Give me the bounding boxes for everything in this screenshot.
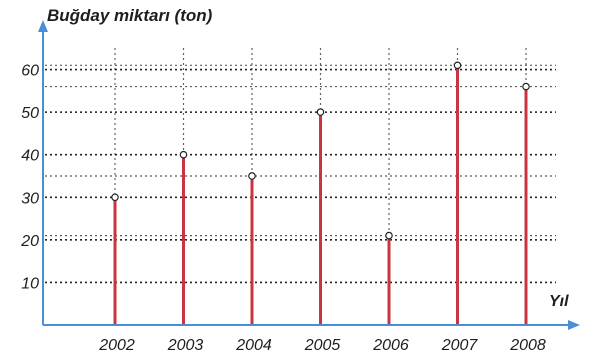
x-tick-label-2006: 2006 [372, 337, 409, 354]
marker-2005 [317, 109, 323, 115]
marker-2003 [180, 151, 186, 157]
y-tick-label-60: 60 [21, 63, 39, 80]
marker-2004 [249, 173, 255, 179]
x-tick-label-2008: 2008 [509, 337, 546, 354]
y-tick-label-30: 30 [21, 190, 39, 207]
x-tick-label-2003: 2003 [167, 337, 204, 354]
marker-2007 [454, 62, 460, 68]
x-axis-arrow [568, 320, 580, 330]
x-tick-label-2004: 2004 [235, 337, 272, 354]
marker-2008 [523, 83, 529, 89]
x-tick-label-2005: 2005 [304, 337, 341, 354]
y-axis-arrow [38, 20, 48, 32]
x-tick-label-2002: 2002 [98, 337, 135, 354]
y-tick-label-50: 50 [21, 105, 39, 122]
marker-2006 [386, 232, 392, 238]
x-tick-label-2007: 2007 [441, 337, 479, 354]
y-tick-label-40: 40 [21, 148, 39, 165]
y-tick-label-20: 20 [20, 233, 39, 250]
marker-2002 [112, 194, 118, 200]
y-tick-label-10: 10 [21, 275, 39, 292]
